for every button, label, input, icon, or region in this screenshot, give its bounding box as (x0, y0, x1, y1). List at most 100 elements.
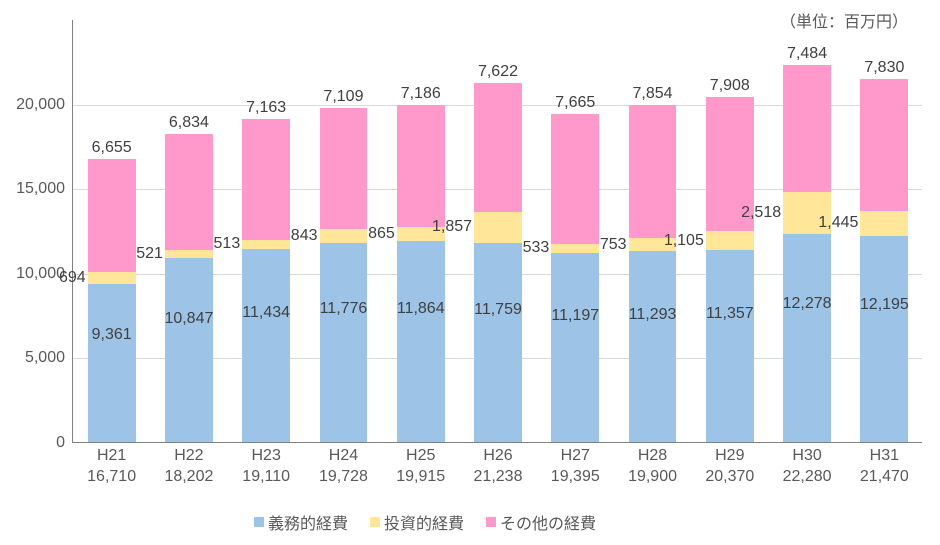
data-label-investment: 2,518 (741, 204, 781, 222)
x-tick-label: H2621,238 (474, 446, 523, 488)
bar-segment-other (474, 83, 522, 212)
category-label: H22 (164, 446, 213, 467)
legend-label: 投資的経費 (384, 510, 464, 534)
bar-group: 12,1951,4457,830 (860, 20, 908, 442)
data-label-investment: 694 (59, 269, 86, 287)
bar-segment-mandatory (397, 241, 445, 442)
legend-swatch (370, 517, 380, 527)
data-label-mandatory: 11,357 (706, 305, 754, 323)
data-label-investment: 1,445 (818, 214, 858, 232)
bar-segment-other (629, 105, 677, 238)
legend-swatch (486, 517, 496, 527)
x-tick-label: H2519,915 (396, 446, 445, 488)
data-label-investment: 843 (291, 227, 318, 245)
data-label-investment: 865 (368, 225, 395, 243)
legend-item-investment: 投資的経費 (370, 510, 464, 534)
x-tick-label: H2819,900 (628, 446, 677, 488)
bar-segment-other (88, 159, 136, 272)
y-tick-label: 15,000 (16, 180, 73, 198)
x-tick-label: H2218,202 (164, 446, 213, 488)
bar-segment-investment (320, 229, 368, 243)
category-label: H25 (396, 446, 445, 467)
bar-segment-investment (242, 240, 290, 249)
y-tick-label: 20,000 (16, 96, 73, 114)
total-label: 19,915 (396, 467, 445, 488)
data-label-other: 7,109 (323, 88, 363, 106)
data-label-other: 7,622 (478, 63, 518, 81)
total-label: 19,110 (242, 467, 290, 488)
x-tick-label: H2719,395 (551, 446, 600, 488)
data-label-mandatory: 11,864 (397, 300, 445, 318)
data-label-other: 6,834 (169, 114, 209, 132)
total-label: 21,470 (860, 467, 909, 488)
category-label: H27 (551, 446, 600, 467)
bar-segment-other (860, 79, 908, 211)
data-label-other: 7,186 (401, 85, 441, 103)
data-label-other: 7,854 (633, 85, 673, 103)
bar-segment-investment (474, 212, 522, 243)
bar-segment-investment (88, 272, 136, 284)
category-label: H26 (474, 446, 523, 467)
category-label: H24 (319, 446, 368, 467)
bar-group: 11,4345137,163 (242, 20, 290, 442)
bar-segment-mandatory (88, 284, 136, 442)
plot-area: 9,3616946,65510,8475216,83411,4345137,16… (72, 20, 922, 443)
legend-label: 義務的経費 (268, 510, 348, 534)
bar-segment-mandatory (860, 236, 908, 442)
y-tick-label: 5,000 (25, 349, 73, 367)
data-label-other: 6,655 (92, 139, 132, 157)
bar-segment-investment (706, 231, 754, 250)
bar-group: 9,3616946,655 (88, 20, 136, 442)
total-label: 19,728 (319, 467, 368, 488)
bar-group: 11,7591,8577,622 (474, 20, 522, 442)
bars-layer: 9,3616946,65510,8475216,83411,4345137,16… (73, 20, 922, 442)
data-label-investment: 513 (214, 235, 241, 253)
category-label: H21 (87, 446, 136, 467)
legend-item-mandatory: 義務的経費 (254, 510, 348, 534)
bar-group: 10,8475216,834 (165, 20, 213, 442)
data-label-investment: 1,857 (432, 218, 472, 236)
data-label-investment: 1,105 (664, 232, 704, 250)
data-label-investment: 753 (600, 236, 627, 254)
data-label-investment: 533 (523, 239, 550, 257)
legend: 義務的経費 投資的経費 その他の経費 (254, 510, 596, 534)
bar-segment-mandatory (165, 258, 213, 442)
bar-segment-mandatory (320, 243, 368, 442)
data-label-mandatory: 11,434 (242, 304, 290, 322)
bar-group: 11,1975337,665 (551, 20, 599, 442)
data-label-mandatory: 12,278 (783, 295, 832, 313)
bar-group: 11,3571,1057,908 (706, 20, 754, 442)
bar-segment-other (397, 105, 445, 227)
total-label: 22,280 (783, 467, 832, 488)
bar-segment-investment (860, 211, 908, 235)
total-label: 21,238 (474, 467, 523, 488)
legend-item-other: その他の経費 (486, 510, 596, 534)
category-label: H30 (783, 446, 832, 467)
data-label-other: 7,484 (787, 45, 827, 63)
data-label-other: 7,665 (555, 94, 595, 112)
bar-segment-mandatory (783, 234, 831, 442)
bar-segment-other (165, 134, 213, 250)
total-label: 18,202 (164, 467, 213, 488)
data-label-other: 7,908 (710, 77, 750, 95)
data-label-mandatory: 10,847 (164, 310, 213, 328)
y-tick-label: 0 (56, 434, 73, 452)
data-label-other: 7,163 (246, 99, 286, 117)
x-tick-label: H2319,110 (242, 446, 290, 488)
bar-segment-other (783, 65, 831, 192)
total-label: 19,900 (628, 467, 677, 488)
bar-segment-investment (551, 244, 599, 253)
data-label-mandatory: 9,361 (92, 326, 132, 344)
data-label-investment: 521 (136, 245, 163, 263)
data-label-mandatory: 11,759 (474, 301, 522, 319)
category-label: H31 (860, 446, 909, 467)
category-label: H29 (705, 446, 754, 467)
total-label: 20,370 (705, 467, 754, 488)
chart-container: （単位：百万円） 9,3616946,65510,8475216,83411,4… (0, 0, 940, 545)
bar-segment-other (320, 108, 368, 228)
bar-segment-other (551, 114, 599, 244)
legend-label: その他の経費 (500, 510, 596, 534)
x-tick-label: H2920,370 (705, 446, 754, 488)
x-tick-label: H2116,710 (87, 446, 136, 488)
data-label-mandatory: 11,776 (320, 300, 368, 318)
